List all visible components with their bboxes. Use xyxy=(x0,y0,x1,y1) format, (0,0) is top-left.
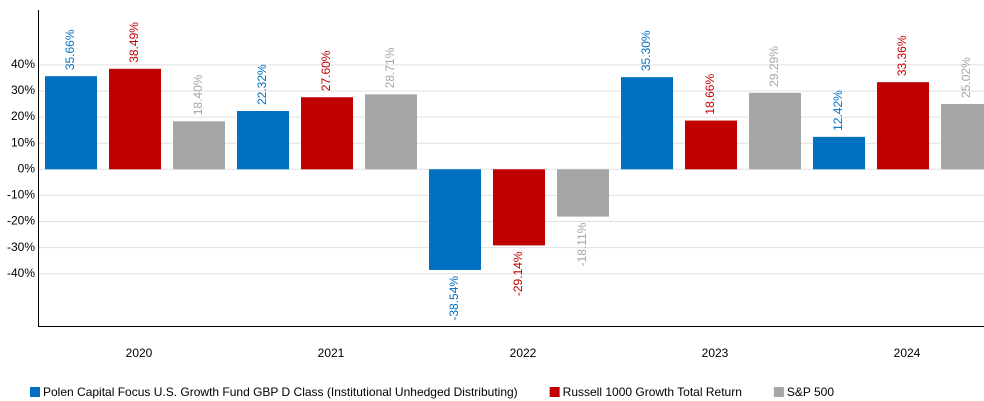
data-label: 18.66% xyxy=(703,74,717,115)
bar xyxy=(877,82,929,170)
bar xyxy=(173,121,225,170)
y-tick-label: -20% xyxy=(7,214,35,228)
bar xyxy=(749,92,801,170)
y-tick-label: 30% xyxy=(11,83,35,97)
x-tick-label: 2020 xyxy=(126,346,153,360)
y-tick-label: 20% xyxy=(11,109,35,123)
bar xyxy=(685,120,737,170)
legend-swatch xyxy=(773,387,784,397)
bar xyxy=(45,76,97,170)
data-label: 38.49% xyxy=(127,22,141,63)
data-label: -18.11% xyxy=(575,222,589,266)
data-label: 12.42% xyxy=(831,90,845,131)
data-label: 27.60% xyxy=(319,50,333,91)
data-label: 33.36% xyxy=(895,35,909,76)
y-tick-label: 10% xyxy=(11,135,35,149)
legend-swatch xyxy=(549,387,560,397)
legend-label: Russell 1000 Growth Total Return xyxy=(563,385,742,399)
data-label: 25.02% xyxy=(959,57,973,98)
bar xyxy=(429,169,481,270)
data-label: 35.66% xyxy=(63,29,77,70)
data-label: 28.71% xyxy=(383,47,397,88)
data-label: -38.54% xyxy=(447,276,461,321)
bar xyxy=(813,136,865,170)
legend-label: S&P 500 xyxy=(787,385,834,399)
x-tick-label: 2022 xyxy=(510,346,537,360)
data-label: 29.29% xyxy=(767,46,781,87)
bar xyxy=(365,94,417,170)
y-tick-label: -30% xyxy=(7,240,35,254)
x-tick-label: 2024 xyxy=(894,346,921,360)
x-tick-label: 2023 xyxy=(702,346,729,360)
bar xyxy=(621,77,673,170)
data-label: -29.14% xyxy=(511,251,525,296)
y-tick-label: -10% xyxy=(7,188,35,202)
bar xyxy=(237,111,289,170)
legend-swatch xyxy=(30,387,40,397)
y-tick-label: 40% xyxy=(11,57,35,71)
bar xyxy=(109,68,161,170)
y-tick-label: 0% xyxy=(18,161,36,175)
data-label: 22.32% xyxy=(255,64,269,105)
data-label: 18.40% xyxy=(191,74,205,115)
y-tick-label: -40% xyxy=(7,266,35,280)
bar xyxy=(941,103,984,170)
x-tick-label: 2021 xyxy=(318,346,345,360)
bar xyxy=(301,97,353,170)
legend-label: Polen Capital Focus U.S. Growth Fund GBP… xyxy=(43,385,518,399)
bar xyxy=(493,169,545,246)
bar xyxy=(557,169,609,217)
data-label: 35.30% xyxy=(639,30,653,71)
